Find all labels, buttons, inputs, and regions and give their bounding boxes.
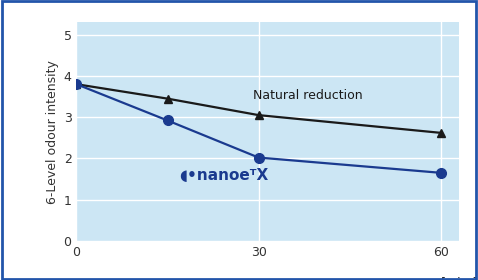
Text: Natural reduction: Natural reduction: [252, 89, 362, 102]
Text: ◖•nanoeᵀX: ◖•nanoeᵀX: [180, 168, 269, 183]
Text: [min.]: [min.]: [441, 276, 478, 280]
Y-axis label: 6-Level odour intensity: 6-Level odour intensity: [46, 60, 59, 204]
